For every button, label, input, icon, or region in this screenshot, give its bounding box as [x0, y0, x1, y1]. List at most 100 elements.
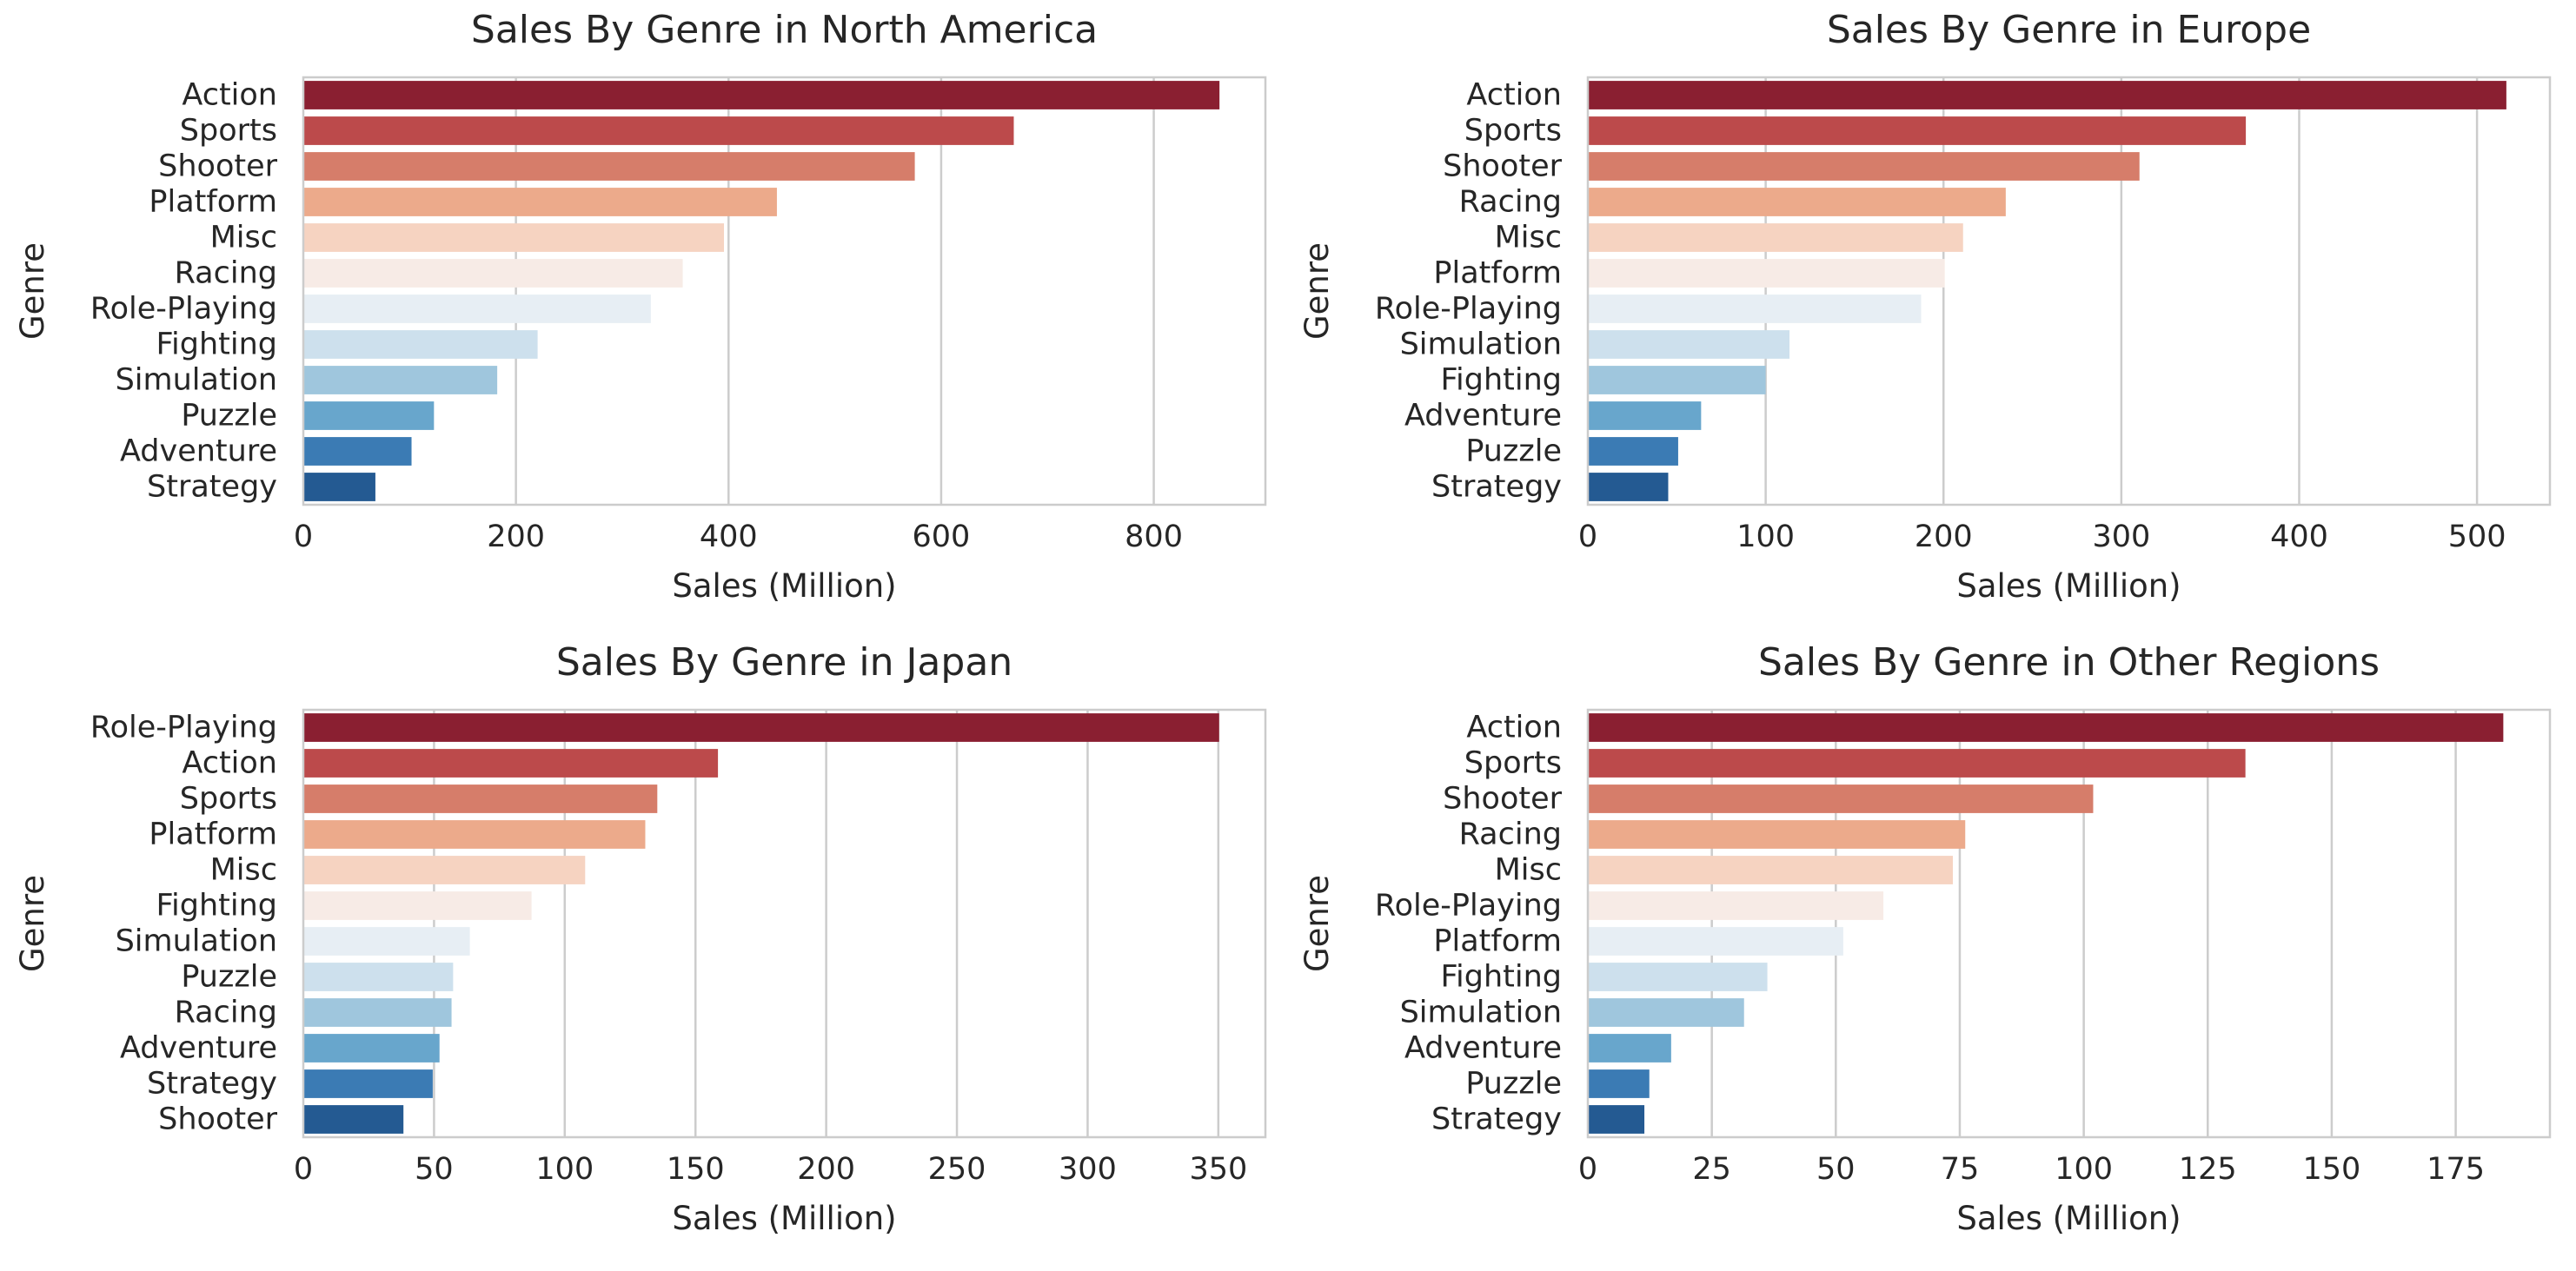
bar-platform: [1588, 927, 1843, 956]
bar-sports: [303, 116, 1014, 145]
bar-shooter: [303, 152, 915, 181]
axes-frame: [1586, 76, 2552, 506]
x-tick-label: 100: [535, 1152, 594, 1187]
x-axis-label: Sales (Million): [1956, 567, 2181, 605]
axes-frame: [302, 708, 1267, 1139]
chart-panels: ActionSportsShooterPlatformMiscRacingRol…: [14, 8, 2552, 1237]
y-tick-label: Racing: [175, 996, 277, 1030]
bar-simulation: [1588, 998, 1744, 1027]
x-tick-label: 0: [294, 1152, 313, 1187]
bar-adventure: [303, 437, 412, 466]
y-tick-label: Adventure: [120, 1031, 277, 1066]
y-tick-label: Platform: [1433, 924, 1562, 959]
bar-sports: [1588, 749, 2246, 778]
subplot-3: Role-PlayingActionSportsPlatformMiscFigh…: [14, 640, 1267, 1237]
x-tick-label: 125: [2179, 1152, 2237, 1187]
y-tick-label: Role-Playing: [90, 292, 277, 327]
y-tick-label: Sports: [180, 782, 277, 817]
y-tick-label: Racing: [175, 256, 277, 291]
bar-adventure: [1588, 1034, 1671, 1062]
y-tick-label: Shooter: [1443, 782, 1562, 817]
y-tick-label: Puzzle: [181, 960, 277, 995]
bar-fighting: [1588, 366, 1766, 394]
bar-puzzle: [1588, 1069, 1650, 1098]
x-tick-label: 250: [928, 1152, 986, 1187]
x-axis-label: Sales (Million): [672, 567, 896, 605]
bar-puzzle: [303, 963, 454, 991]
x-tick-label: 300: [1059, 1152, 1117, 1187]
bar-action: [1588, 713, 2504, 742]
bar-action: [303, 749, 719, 778]
y-tick-label: Fighting: [156, 328, 277, 362]
y-tick-label: Role-Playing: [90, 711, 277, 745]
bar-action: [303, 81, 1220, 109]
x-tick-label: 500: [2448, 520, 2506, 554]
x-tick-label: 600: [913, 520, 971, 554]
x-tick-label: 150: [667, 1152, 725, 1187]
bar-role-playing: [303, 295, 651, 323]
x-tick-label: 0: [1578, 520, 1597, 554]
x-tick-label: 50: [1816, 1152, 1856, 1187]
subplot-1: ActionSportsShooterPlatformMiscRacingRol…: [14, 8, 1267, 605]
y-tick-label: Adventure: [1404, 399, 1562, 434]
y-tick-label: Strategy: [1431, 1102, 1562, 1137]
x-tick-label: 400: [700, 520, 758, 554]
bar-shooter: [1588, 784, 2094, 813]
bar-role-playing: [303, 713, 1219, 742]
x-axis-label: Sales (Million): [1956, 1200, 2181, 1237]
x-tick-label: 400: [2270, 520, 2328, 554]
y-tick-label: Platform: [149, 818, 277, 852]
bar-strategy: [1588, 1105, 1645, 1134]
bar-strategy: [303, 473, 375, 501]
bar-simulation: [303, 366, 498, 394]
chart-title: Sales By Genre in Europe: [1827, 8, 2311, 52]
bar-strategy: [1588, 473, 1669, 501]
x-tick-label: 300: [2092, 520, 2150, 554]
y-tick-label: Action: [1466, 78, 1562, 113]
axes-frame: [302, 76, 1267, 506]
y-axis-label: Genre: [1298, 875, 1336, 972]
bar-racing: [1588, 820, 1966, 849]
y-tick-label: Simulation: [116, 363, 277, 398]
x-axis-label: Sales (Million): [672, 1200, 896, 1237]
y-tick-label: Puzzle: [1465, 434, 1562, 469]
y-tick-label: Racing: [1459, 185, 1562, 220]
axes-frame: [1586, 708, 2552, 1139]
bar-racing: [303, 259, 683, 288]
y-tick-label: Sports: [1464, 114, 1562, 149]
bar-simulation: [303, 927, 470, 956]
y-tick-label: Misc: [210, 853, 277, 888]
y-tick-label: Simulation: [1400, 996, 1562, 1030]
x-tick-label: 200: [487, 520, 545, 554]
bar-role-playing: [1588, 295, 1922, 323]
y-tick-label: Fighting: [156, 889, 277, 923]
bar-puzzle: [1588, 437, 1678, 466]
x-tick-label: 200: [1915, 520, 1973, 554]
y-tick-label: Misc: [1495, 853, 1562, 888]
y-tick-label: Simulation: [116, 924, 277, 959]
y-tick-label: Misc: [210, 221, 277, 255]
x-tick-label: 0: [294, 520, 313, 554]
y-tick-label: Fighting: [1440, 960, 1562, 995]
y-tick-label: Adventure: [1404, 1031, 1562, 1066]
bar-adventure: [303, 1034, 440, 1062]
y-tick-label: Action: [182, 746, 277, 781]
chart-title: Sales By Genre in Japan: [556, 640, 1012, 685]
x-tick-label: 800: [1125, 520, 1183, 554]
y-tick-label: Strategy: [1431, 470, 1562, 505]
y-axis-label: Genre: [14, 242, 51, 340]
y-tick-label: Sports: [180, 114, 277, 149]
y-tick-label: Strategy: [147, 1067, 277, 1102]
bar-fighting: [303, 330, 538, 359]
bar-fighting: [1588, 963, 1768, 991]
y-tick-label: Simulation: [1400, 328, 1562, 362]
y-tick-label: Role-Playing: [1375, 889, 1562, 923]
x-tick-label: 350: [1189, 1152, 1247, 1187]
bar-shooter: [1588, 152, 2140, 181]
y-tick-label: Fighting: [1440, 363, 1562, 398]
y-tick-label: Racing: [1459, 818, 1562, 852]
y-tick-label: Action: [1466, 711, 1562, 745]
x-tick-label: 175: [2427, 1152, 2485, 1187]
chart-title: Sales By Genre in Other Regions: [1758, 640, 2380, 685]
